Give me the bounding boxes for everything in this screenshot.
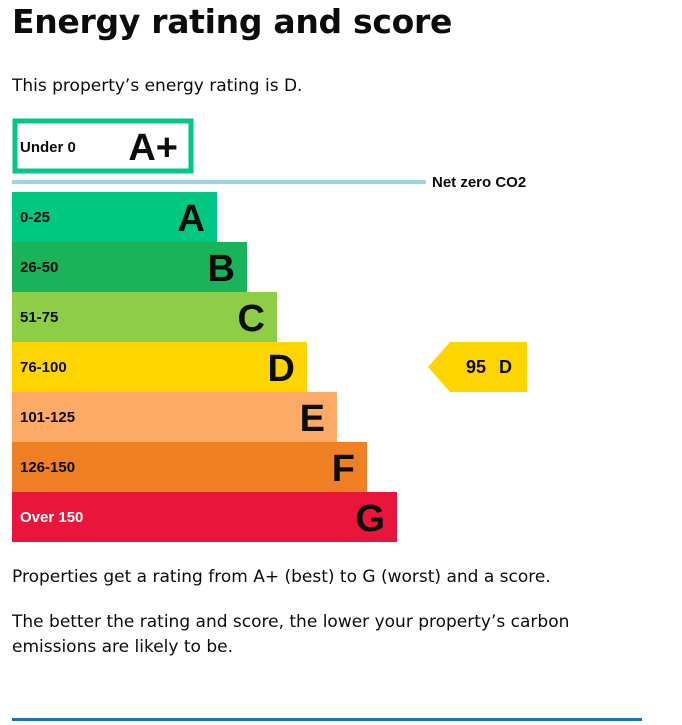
energy-rating-intro: This property’s energy rating is D. xyxy=(12,76,303,96)
band-e: 101-125 E xyxy=(12,392,337,442)
net-zero-line xyxy=(12,180,426,184)
band-range-label: 76-100 xyxy=(20,359,67,376)
rating-explanation: Properties get a rating from A+ (best) t… xyxy=(12,567,551,587)
band-range-label: 26-50 xyxy=(20,259,58,276)
band-bar xyxy=(12,292,277,342)
band-bar xyxy=(12,192,217,242)
band-letter: G xyxy=(355,498,385,540)
band-letter: D xyxy=(268,348,295,390)
current-letter: D xyxy=(499,357,512,377)
section-divider xyxy=(12,718,642,721)
current-score: 95 xyxy=(466,357,486,377)
band-d: 76-100 D xyxy=(12,342,307,392)
band-letter: A xyxy=(178,198,205,240)
band-range-label: Over 150 xyxy=(20,509,83,526)
band-a: 0-25 A xyxy=(12,192,217,242)
band-range-label: Under 0 xyxy=(20,139,76,156)
band-range-label: 51-75 xyxy=(20,309,58,326)
band-g: Over 150 G xyxy=(12,492,397,542)
band-range-label: 126-150 xyxy=(20,459,75,476)
current-rating-marker: 95 D xyxy=(428,342,527,392)
current-rating-arrow xyxy=(428,342,527,392)
band-range-label: 101-125 xyxy=(20,409,75,426)
band-letter: A+ xyxy=(128,127,178,169)
band-range-label: 0-25 xyxy=(20,209,50,226)
band-a-plus: Under 0 A+ xyxy=(12,118,194,174)
band-a-plus-outline xyxy=(12,118,194,174)
net-zero-label: Net zero CO2 xyxy=(432,174,526,191)
band-c: 51-75 C xyxy=(12,292,277,342)
band-bar xyxy=(12,392,337,442)
band-bar xyxy=(12,442,367,492)
band-f: 126-150 F xyxy=(12,442,367,492)
band-letter: F xyxy=(332,448,355,490)
band-bar xyxy=(12,342,307,392)
band-letter: E xyxy=(300,398,325,440)
band-bar xyxy=(12,492,397,542)
band-letter: B xyxy=(208,248,235,290)
band-bar xyxy=(12,242,247,292)
band-letter: C xyxy=(238,298,265,340)
page-title: Energy rating and score xyxy=(12,2,453,41)
carbon-explanation: The better the rating and score, the low… xyxy=(12,612,570,657)
band-b: 26-50 B xyxy=(12,242,247,292)
